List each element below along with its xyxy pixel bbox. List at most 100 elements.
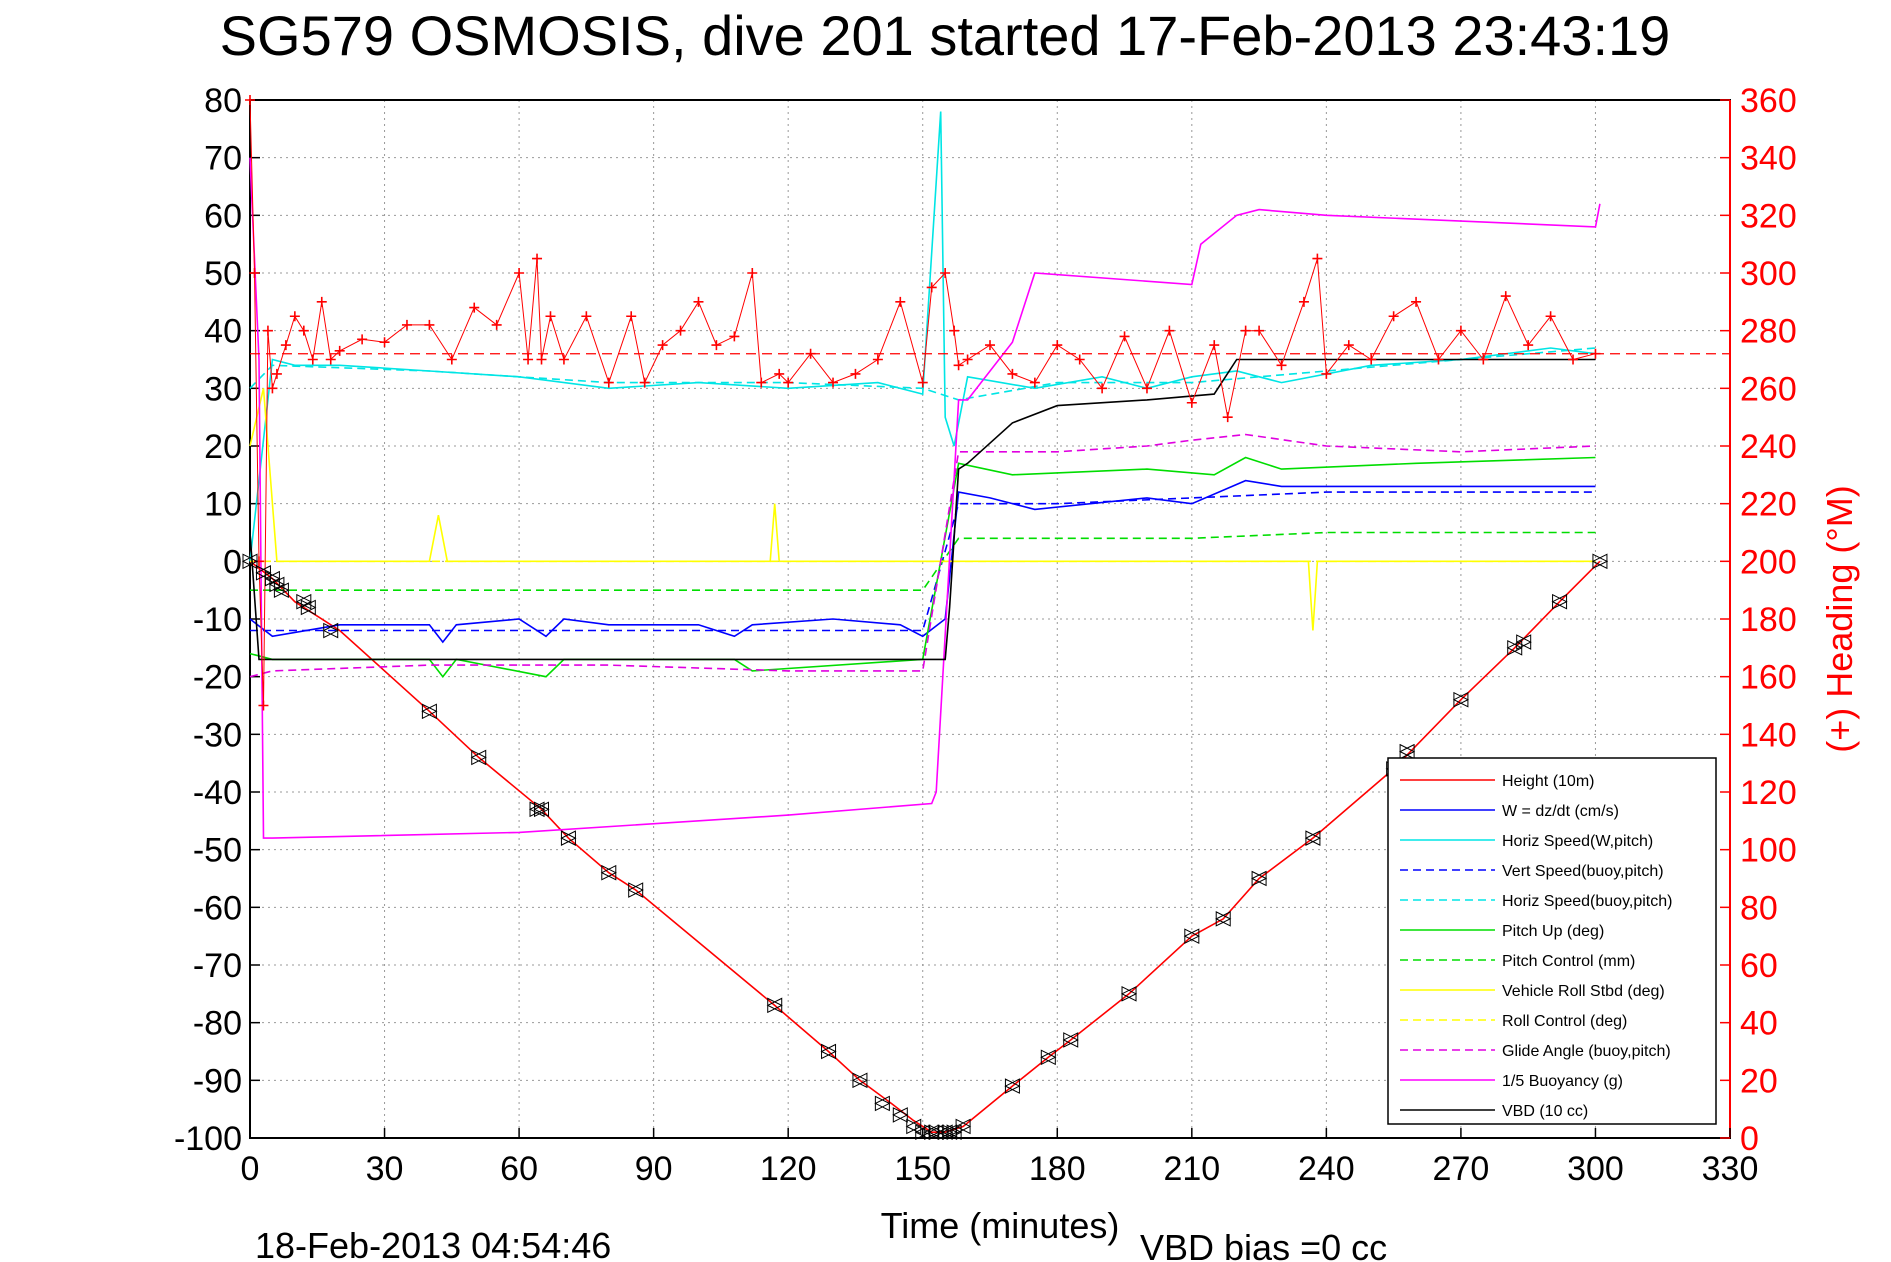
heading-point <box>872 354 883 365</box>
y2-tick-label: 140 <box>1740 716 1797 754</box>
x-tick-label: 210 <box>1163 1150 1220 1188</box>
dive-marker <box>560 830 577 846</box>
y-tick-label: -100 <box>174 1120 242 1158</box>
heading-point <box>258 700 269 711</box>
y-tick-label: 40 <box>204 313 242 351</box>
dive-marker <box>954 1118 972 1135</box>
y-tick-label: -10 <box>193 601 242 639</box>
dive-marker <box>1183 928 1200 944</box>
x-tick-label: 300 <box>1567 1150 1624 1188</box>
dive-marker <box>1120 986 1138 1002</box>
dive-marker <box>851 1072 869 1089</box>
chart-title: SG579 OSMOSIS, dive 201 started 17-Feb-2… <box>220 4 1671 67</box>
dive-marker <box>874 1095 891 1112</box>
legend-label: Horiz Speed(W,pitch) <box>1502 833 1653 850</box>
axis-ticks: 0 30 60 90 120 150 180 210 240 270 300 330807060504… <box>174 82 1797 1188</box>
heading-point <box>298 325 309 336</box>
heading-point <box>1500 291 1511 302</box>
dive-marker <box>1506 640 1523 656</box>
heading-point <box>1321 368 1332 379</box>
heading-point <box>545 311 556 322</box>
heading-point <box>1052 340 1063 351</box>
y2-tick-label: 340 <box>1740 140 1797 178</box>
dive-marker <box>1591 553 1609 570</box>
heading-point <box>729 331 740 342</box>
dive-marker <box>1215 911 1232 927</box>
series-line-10 <box>249 157 1601 839</box>
series-layer <box>249 111 1730 1133</box>
heading-point <box>1343 340 1354 351</box>
heading-point <box>1209 340 1220 351</box>
y2-tick-label: 360 <box>1740 82 1797 120</box>
y2-tick-label: 20 <box>1740 1062 1778 1100</box>
heading-point <box>514 268 525 278</box>
dive-marker <box>421 703 438 720</box>
y-tick-label: -70 <box>193 947 242 985</box>
heading-point <box>245 95 255 105</box>
dive-marker <box>1004 1078 1021 1094</box>
heading-point <box>249 268 260 278</box>
heading-point <box>1276 360 1287 371</box>
series-line-1 <box>249 479 1596 644</box>
heading-point <box>953 360 964 371</box>
dive-marker <box>1515 634 1532 650</box>
dive-marker <box>941 1124 958 1141</box>
dive-marker <box>300 599 317 616</box>
y-tick-label: 0 <box>223 543 242 581</box>
dive-marker <box>1062 1032 1079 1048</box>
heading-point <box>357 334 368 345</box>
y-tick-label: -60 <box>193 889 242 927</box>
heading-point <box>711 340 722 351</box>
legend-label: VBD (10 cc) <box>1502 1103 1588 1120</box>
dive-marker <box>273 582 290 598</box>
heading-point <box>271 368 282 379</box>
dive-marker <box>892 1107 909 1123</box>
x-tick-label: 90 <box>635 1150 673 1188</box>
y2-tick-label: 300 <box>1740 255 1797 293</box>
heading-point <box>693 296 704 307</box>
heading-point <box>280 340 291 351</box>
dive-marker <box>937 1124 954 1141</box>
heading-point <box>1366 354 1377 365</box>
legend-box <box>1387 757 1717 1125</box>
y2-tick-label: 200 <box>1740 543 1797 581</box>
x-tick-label: 270 <box>1433 1150 1490 1188</box>
dive-marker <box>268 576 286 593</box>
x-tick-label: 150 <box>894 1150 951 1188</box>
y2-tick-label: 280 <box>1740 313 1797 351</box>
heading-point <box>1186 397 1197 408</box>
heading-point <box>747 268 758 278</box>
legend-label: Roll Control (deg) <box>1502 1013 1627 1030</box>
y2-tick-label: 240 <box>1740 428 1797 466</box>
y-tick-label: -30 <box>193 716 242 754</box>
y2-tick-label: 80 <box>1740 889 1778 927</box>
heading-point <box>558 354 569 365</box>
dive-marker <box>1398 743 1416 760</box>
dive-marker <box>295 593 312 610</box>
dive-marker <box>766 997 783 1014</box>
heading-point <box>917 377 928 388</box>
heading-point <box>940 268 951 278</box>
y-tick-label: 20 <box>204 428 242 466</box>
y-tick-label: -80 <box>193 1005 242 1043</box>
heading-point <box>774 368 785 379</box>
heading-point <box>379 337 390 348</box>
heading-point <box>325 354 336 365</box>
heading-point <box>949 325 960 336</box>
heading-point <box>985 340 995 351</box>
heading-point <box>828 377 839 388</box>
heading-point <box>1590 348 1601 359</box>
heading-point <box>424 319 435 330</box>
heading-point <box>1074 354 1085 365</box>
footer-vbd-bias: VBD bias =0 cc <box>1140 1227 1387 1262</box>
heading-point <box>926 282 937 293</box>
dive-marker <box>905 1118 922 1135</box>
legend-label: W = dz/dt (cm/s) <box>1502 803 1619 820</box>
y-tick-label: 30 <box>204 370 242 408</box>
legend-label: Vert Speed(buoy,pitch) <box>1502 863 1664 880</box>
y-tick-label: -90 <box>193 1062 242 1100</box>
series-line-5 <box>249 456 1596 679</box>
heading-point <box>1568 354 1579 365</box>
legend-label: Glide Angle (buoy,pitch) <box>1502 1043 1671 1060</box>
